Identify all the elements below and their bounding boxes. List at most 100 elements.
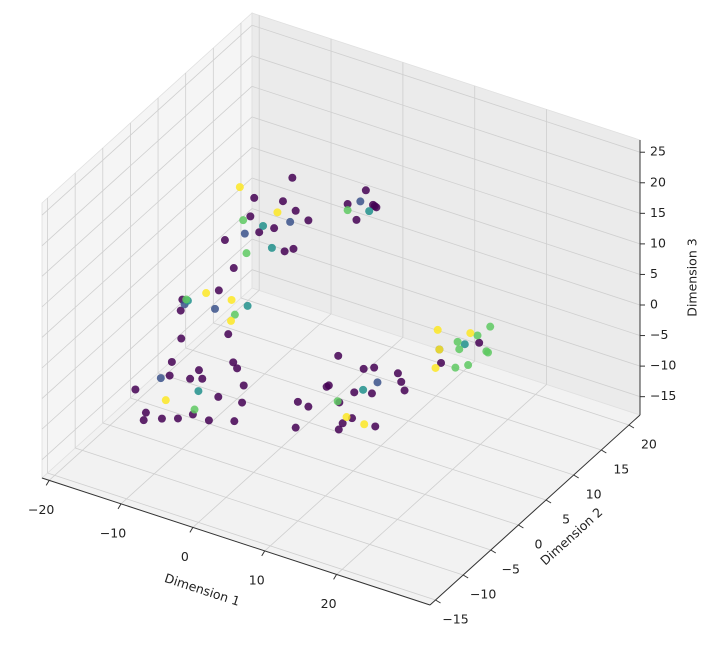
- z-tick-label: 20: [650, 174, 666, 189]
- grid-line: [41, 177, 253, 369]
- point: [156, 374, 165, 383]
- z-tick-label: −15: [650, 388, 676, 403]
- point: [293, 397, 302, 406]
- y-tick-label: 0: [534, 537, 542, 552]
- grid-line: [41, 24, 253, 216]
- z-tick-label: 10: [650, 235, 666, 250]
- point: [273, 208, 282, 217]
- z-axis-label: Dimension 3: [685, 238, 700, 316]
- x-tick-label: −10: [100, 525, 126, 540]
- point: [437, 358, 446, 367]
- grid-line: [251, 24, 641, 153]
- point: [343, 206, 352, 215]
- y-tick-label: 10: [586, 487, 602, 502]
- grid-line: [130, 397, 519, 526]
- x-axis-line: [41, 477, 431, 606]
- y-tick: [573, 474, 579, 479]
- y-axis-label: Dimension 2: [537, 504, 605, 568]
- point: [361, 186, 370, 195]
- point: [466, 329, 475, 338]
- point: [350, 388, 359, 397]
- point: [280, 247, 289, 256]
- point: [230, 417, 239, 426]
- point: [370, 363, 379, 372]
- y-tick-label: −5: [502, 562, 520, 577]
- x-tick-label: 10: [249, 572, 265, 587]
- point: [433, 325, 442, 334]
- grid-line: [41, 147, 253, 338]
- point: [227, 316, 236, 325]
- y-tick-label: 20: [641, 437, 657, 452]
- point: [373, 378, 382, 387]
- point: [139, 416, 148, 425]
- y-tick-label: 15: [613, 462, 629, 477]
- point: [352, 215, 361, 224]
- point: [359, 385, 368, 394]
- point: [455, 345, 464, 354]
- grid-line: [75, 447, 464, 576]
- points: [131, 173, 495, 434]
- grid-line: [336, 384, 547, 575]
- z-tick-label: 0: [650, 297, 658, 312]
- point: [473, 331, 482, 340]
- y-tick: [518, 524, 524, 529]
- point: [371, 422, 380, 431]
- grid-line: [41, 55, 253, 247]
- point: [397, 377, 406, 386]
- point: [486, 322, 495, 331]
- point: [161, 396, 170, 405]
- grid-line: [251, 238, 641, 367]
- point: [194, 387, 203, 396]
- point: [255, 228, 264, 237]
- z-tick-label: −5: [650, 327, 668, 342]
- y-tick: [601, 449, 607, 454]
- point: [322, 382, 331, 391]
- point: [250, 193, 259, 202]
- point: [186, 374, 195, 383]
- point: [359, 364, 368, 373]
- point: [204, 416, 213, 425]
- point: [230, 310, 239, 319]
- point: [360, 420, 369, 429]
- point: [334, 425, 343, 434]
- point: [173, 414, 182, 423]
- point: [176, 306, 185, 315]
- grid-line: [157, 372, 547, 501]
- point: [220, 236, 229, 245]
- point: [157, 414, 166, 423]
- x-tick-label: 0: [181, 549, 189, 564]
- point: [286, 217, 295, 226]
- point: [167, 357, 176, 366]
- grid-line: [251, 269, 641, 398]
- point: [400, 386, 409, 395]
- panes: [41, 12, 641, 606]
- y-tick: [545, 499, 552, 504]
- grid-line: [41, 86, 253, 277]
- point: [214, 392, 223, 401]
- z-tick-label: 15: [650, 205, 666, 220]
- grid-line: [41, 269, 253, 460]
- grid: [41, 15, 641, 601]
- point: [233, 364, 242, 373]
- grid-line: [192, 337, 404, 528]
- x-tick: [333, 574, 338, 580]
- point: [435, 345, 444, 354]
- point: [393, 369, 402, 378]
- x-tick-label: 20: [321, 596, 337, 611]
- grid-line: [251, 116, 641, 245]
- point: [288, 173, 297, 182]
- point: [365, 207, 374, 216]
- grid-line: [41, 238, 253, 430]
- y-tick-label: −10: [470, 587, 496, 602]
- y-tick: [462, 574, 469, 579]
- point: [369, 200, 378, 209]
- point: [243, 301, 252, 310]
- point: [289, 244, 298, 253]
- point: [333, 397, 342, 406]
- point: [343, 200, 352, 209]
- point: [338, 419, 347, 428]
- grid-line: [240, 297, 630, 426]
- point: [431, 363, 440, 372]
- grid-line: [251, 177, 641, 306]
- point: [453, 337, 462, 346]
